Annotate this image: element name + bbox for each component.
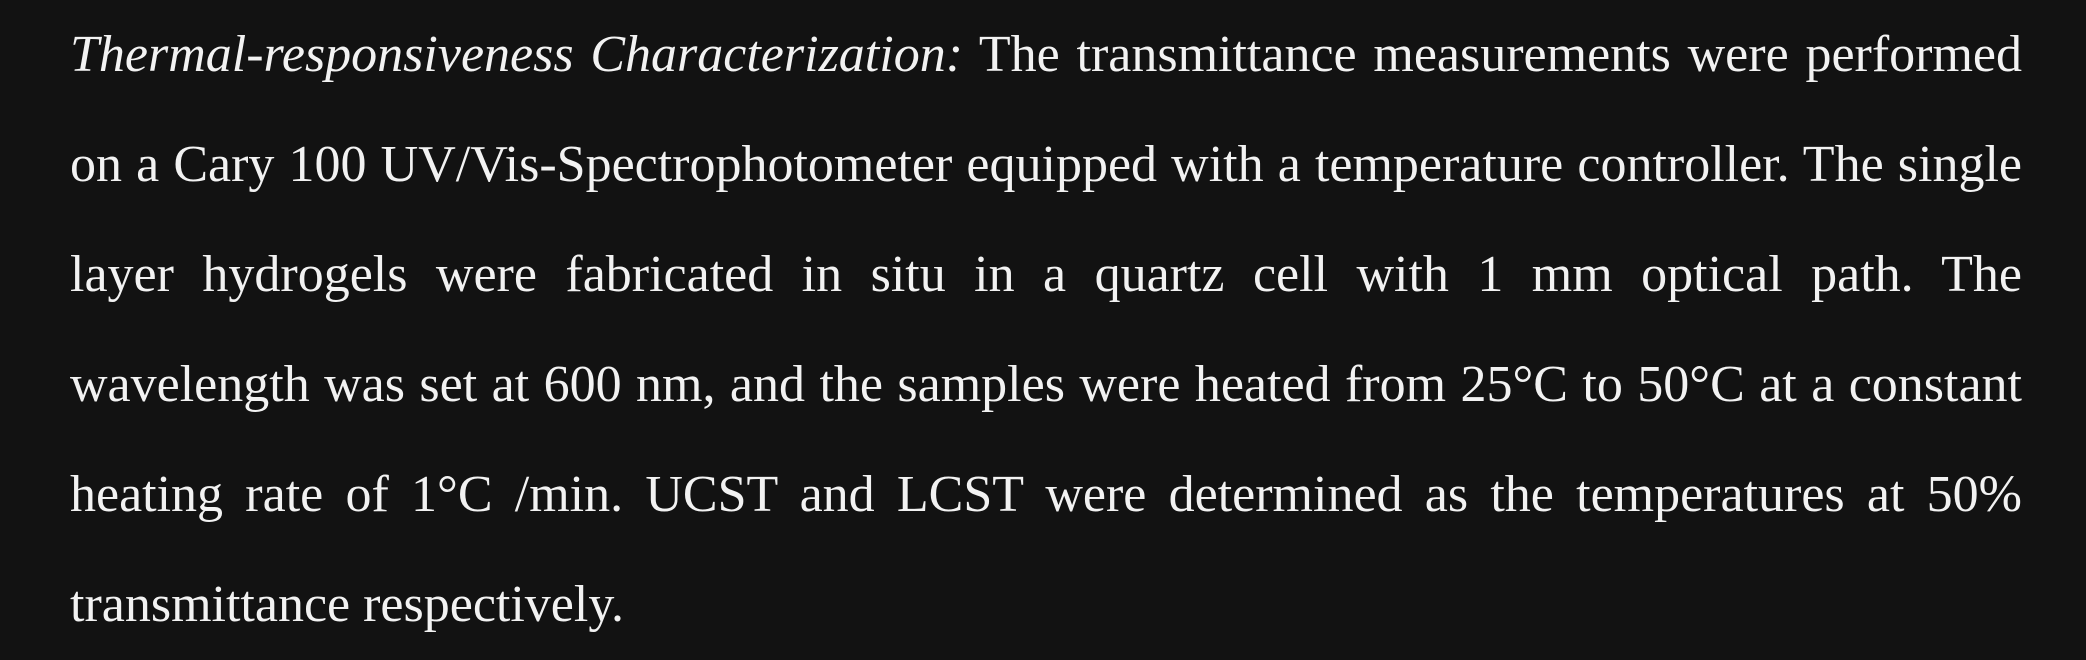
methods-paragraph: Thermal-responsiveness Characterization:… [70, 0, 2022, 660]
paragraph-body: The transmittance measurements were perf… [70, 26, 2023, 633]
section-run-in-heading: Thermal-responsiveness Characterization: [70, 26, 964, 83]
